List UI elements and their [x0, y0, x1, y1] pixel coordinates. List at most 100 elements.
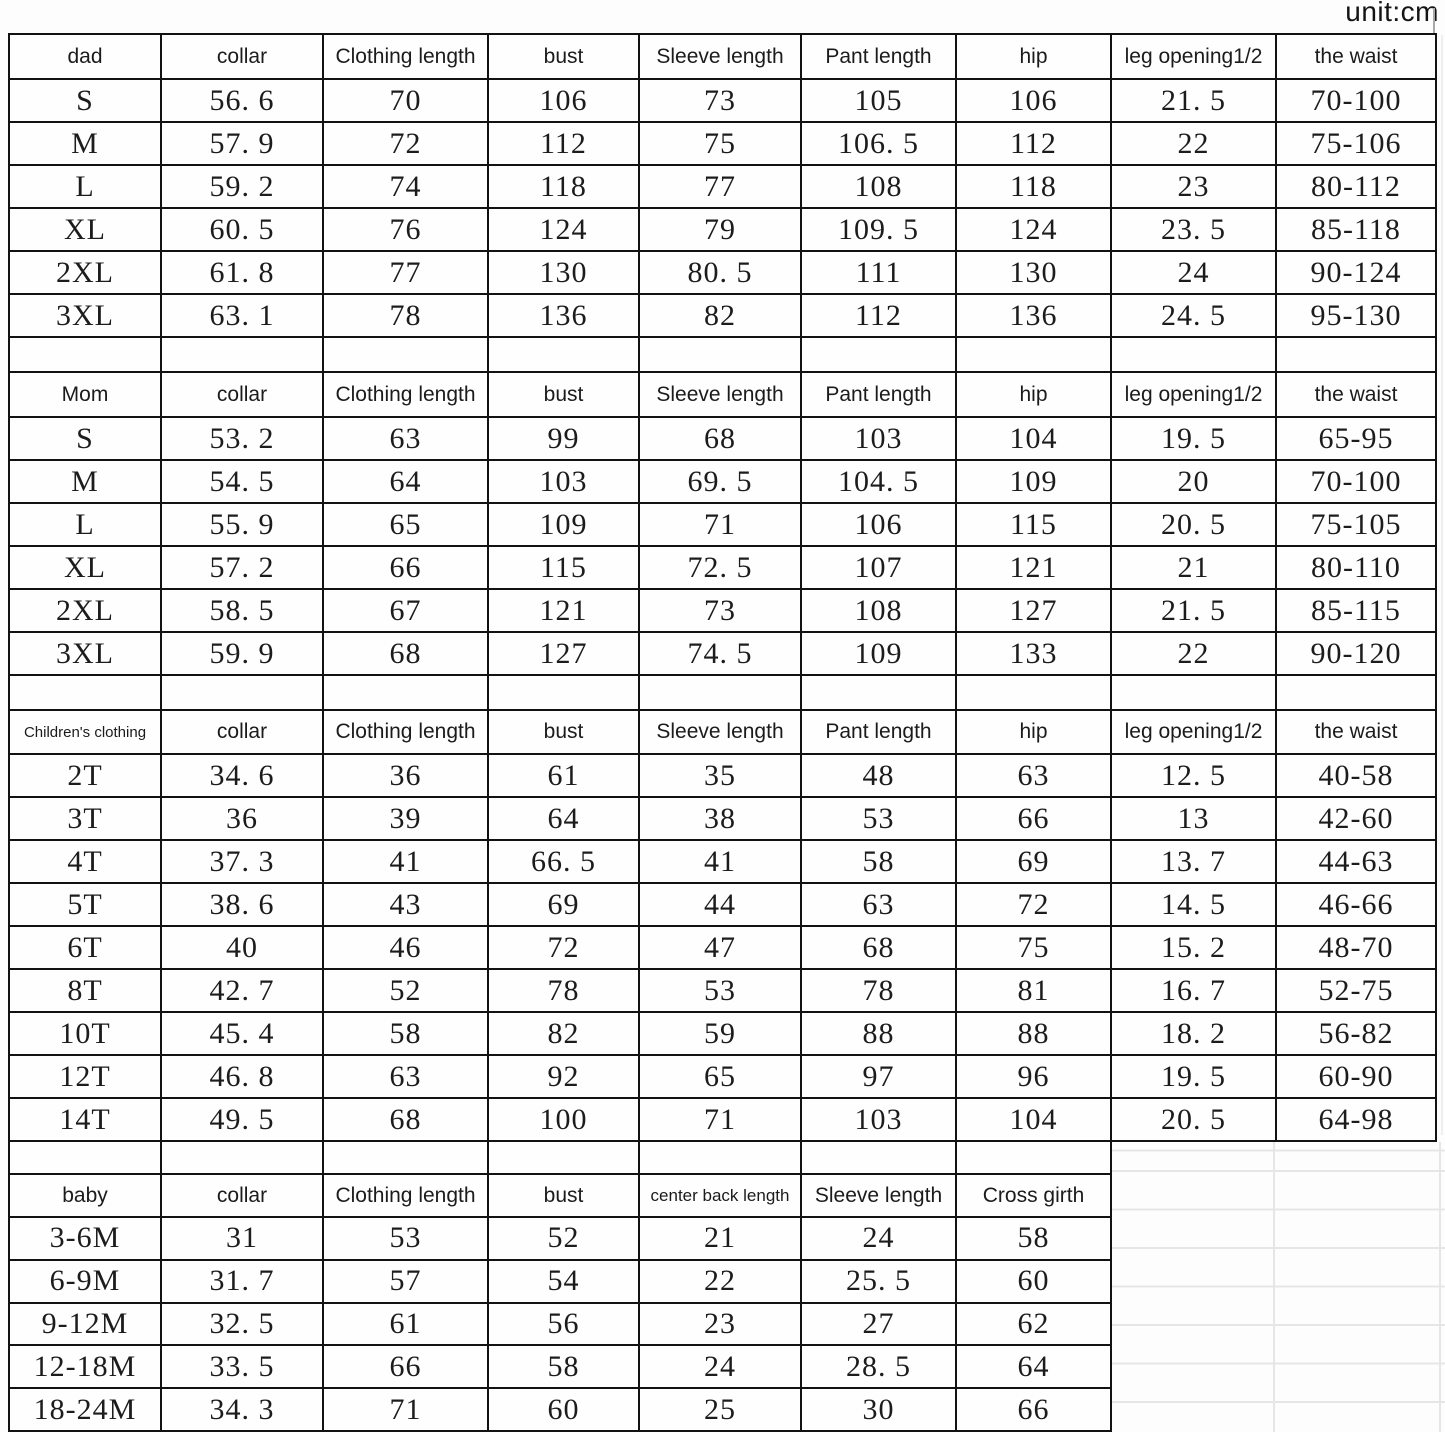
value-cell: 67 [324, 590, 489, 633]
value-cell: 16. 7 [1112, 970, 1277, 1013]
value-cell: 72 [324, 123, 489, 166]
value-cell: 23 [640, 1303, 802, 1347]
value-cell: 54. 5 [162, 461, 324, 504]
value-cell: 78 [324, 295, 489, 338]
value-cell: 115 [957, 504, 1112, 547]
column-header: the waist [1277, 373, 1437, 418]
value-cell: 45. 4 [162, 1013, 324, 1056]
value-cell: 12. 5 [1112, 755, 1277, 798]
value-cell: 112 [802, 295, 957, 338]
value-cell: 75 [640, 123, 802, 166]
value-cell: 130 [957, 252, 1112, 295]
value-cell: 72. 5 [640, 547, 802, 590]
value-cell: 13 [1112, 798, 1277, 841]
value-cell: 23. 5 [1112, 209, 1277, 252]
value-cell: 69. 5 [640, 461, 802, 504]
empty-cell [957, 676, 1112, 711]
value-cell: 130 [489, 252, 640, 295]
spacer-row [8, 1142, 1112, 1175]
value-cell: 46 [324, 927, 489, 970]
empty-cell [1112, 676, 1277, 711]
table-baby: baby collar Clothing length bust center back… [8, 1175, 1112, 1432]
value-cell: 22 [1112, 123, 1277, 166]
value-cell: 104 [957, 1099, 1112, 1142]
column-header: collar [162, 711, 324, 755]
value-cell: 80. 5 [640, 252, 802, 295]
empty-cell [802, 676, 957, 711]
table-mom: Mom collar Clothing length bust Sleeve lengt… [8, 373, 1437, 676]
value-cell: 108 [802, 166, 957, 209]
value-cell: 75 [957, 927, 1112, 970]
value-cell: 104. 5 [802, 461, 957, 504]
value-cell: 52-75 [1277, 970, 1437, 1013]
value-cell: 48 [802, 755, 957, 798]
value-cell: 59 [640, 1013, 802, 1056]
empty-cell [489, 676, 640, 711]
value-cell: 52 [489, 1218, 640, 1261]
empty-cell [1277, 676, 1437, 711]
value-cell: 53. 2 [162, 418, 324, 461]
value-cell: 105 [802, 80, 957, 123]
value-cell: 19. 5 [1112, 1056, 1277, 1099]
value-cell: 53 [324, 1218, 489, 1261]
value-cell: 61. 8 [162, 252, 324, 295]
value-cell: 66 [324, 1346, 489, 1390]
value-cell: 99 [489, 418, 640, 461]
value-cell: 57. 2 [162, 547, 324, 590]
value-cell: 109. 5 [802, 209, 957, 252]
column-header: Clothing length [324, 711, 489, 755]
size-label-cell: 8T [10, 970, 162, 1013]
value-cell: 48-70 [1277, 927, 1437, 970]
value-cell: 61 [324, 1303, 489, 1347]
value-cell: 118 [489, 166, 640, 209]
value-cell: 24 [640, 1346, 802, 1390]
value-cell: 49. 5 [162, 1099, 324, 1142]
value-cell: 28. 5 [802, 1346, 957, 1390]
column-header: bust [489, 1175, 640, 1218]
value-cell: 66. 5 [489, 841, 640, 884]
column-header: Sleeve length [802, 1175, 957, 1218]
value-cell: 108 [802, 590, 957, 633]
column-header: leg opening1/2 [1112, 35, 1277, 80]
value-cell: 19. 5 [1112, 418, 1277, 461]
value-cell: 31 [162, 1218, 324, 1261]
value-cell: 40-58 [1277, 755, 1437, 798]
value-cell: 64 [324, 461, 489, 504]
column-header: Clothing length [324, 373, 489, 418]
column-header: Clothing length [324, 1175, 489, 1218]
column-header: bust [489, 711, 640, 755]
value-cell: 20. 5 [1112, 504, 1277, 547]
value-cell: 18. 2 [1112, 1013, 1277, 1056]
value-cell: 77 [324, 252, 489, 295]
value-cell: 92 [489, 1056, 640, 1099]
value-cell: 31. 7 [162, 1260, 324, 1304]
value-cell: 136 [489, 295, 640, 338]
column-header: bust [489, 35, 640, 80]
value-cell: 58 [957, 1218, 1112, 1261]
column-header: hip [957, 35, 1112, 80]
value-cell: 20. 5 [1112, 1099, 1277, 1142]
value-cell: 77 [640, 166, 802, 209]
column-header: Pant length [802, 711, 957, 755]
size-label-cell: 2T [10, 755, 162, 798]
size-label-cell: 18-24M [10, 1389, 162, 1432]
value-cell: 35 [640, 755, 802, 798]
gridline-tick [1433, 8, 1435, 33]
empty-cell [957, 1142, 1112, 1175]
column-header: Sleeve length [640, 373, 802, 418]
value-cell: 82 [640, 295, 802, 338]
value-cell: 107 [802, 547, 957, 590]
value-cell: 100 [489, 1099, 640, 1142]
empty-cell [1112, 338, 1277, 373]
value-cell: 64-98 [1277, 1099, 1437, 1142]
value-cell: 68 [324, 633, 489, 676]
value-cell: 56. 6 [162, 80, 324, 123]
value-cell: 34. 6 [162, 755, 324, 798]
value-cell: 52 [324, 970, 489, 1013]
value-cell: 112 [957, 123, 1112, 166]
value-cell: 82 [489, 1013, 640, 1056]
value-cell: 124 [489, 209, 640, 252]
value-cell: 21. 5 [1112, 590, 1277, 633]
value-cell: 109 [802, 633, 957, 676]
value-cell: 64 [489, 798, 640, 841]
